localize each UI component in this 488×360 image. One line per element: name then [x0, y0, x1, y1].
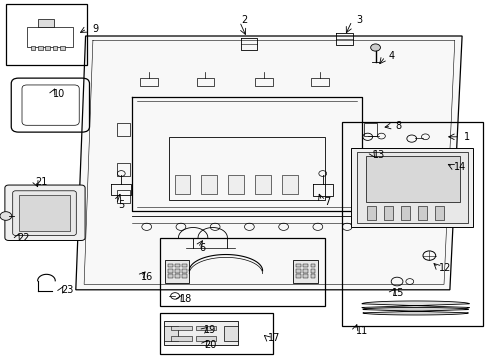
Bar: [163, 321, 238, 345]
Bar: [27, 27, 73, 47]
Bar: [38, 19, 54, 27]
Bar: [38, 46, 42, 50]
Bar: [295, 264, 300, 267]
Bar: [310, 269, 315, 273]
Bar: [195, 336, 216, 341]
Text: 9: 9: [92, 24, 98, 34]
Bar: [182, 269, 187, 273]
Bar: [140, 78, 158, 86]
Bar: [303, 264, 307, 267]
Circle shape: [170, 293, 179, 299]
Bar: [310, 264, 315, 267]
Bar: [383, 206, 392, 220]
Bar: [295, 274, 300, 278]
Text: 21: 21: [35, 177, 48, 187]
Bar: [228, 175, 244, 194]
Circle shape: [370, 44, 380, 51]
Bar: [160, 238, 325, 306]
Text: 7: 7: [324, 197, 330, 207]
Text: 22: 22: [17, 233, 30, 243]
Bar: [19, 195, 70, 231]
Text: 1: 1: [463, 132, 469, 142]
Bar: [310, 274, 315, 278]
Bar: [417, 206, 426, 220]
FancyBboxPatch shape: [5, 185, 85, 240]
Text: 15: 15: [391, 288, 404, 298]
Bar: [31, 46, 35, 50]
Text: 6: 6: [200, 243, 205, 253]
Bar: [163, 326, 178, 341]
Bar: [224, 326, 237, 341]
Text: 12: 12: [438, 263, 450, 273]
Bar: [182, 264, 187, 267]
Polygon shape: [350, 148, 472, 227]
Bar: [303, 274, 307, 278]
Bar: [311, 78, 328, 86]
Bar: [168, 137, 325, 200]
Circle shape: [0, 212, 12, 220]
Bar: [255, 175, 270, 194]
Text: 2: 2: [241, 15, 247, 25]
Text: 3: 3: [356, 15, 362, 25]
Bar: [60, 46, 64, 50]
Bar: [175, 264, 180, 267]
Bar: [356, 152, 468, 223]
Text: 5: 5: [118, 200, 124, 210]
Bar: [365, 156, 459, 202]
Text: 13: 13: [372, 150, 385, 160]
Text: 10: 10: [52, 89, 65, 99]
Text: 11: 11: [355, 326, 367, 336]
Bar: [195, 326, 216, 330]
Bar: [400, 206, 409, 220]
Bar: [295, 269, 300, 273]
Bar: [45, 46, 50, 50]
Bar: [167, 264, 172, 267]
Bar: [174, 175, 190, 194]
Bar: [53, 46, 57, 50]
Bar: [175, 269, 180, 273]
Text: 8: 8: [395, 121, 401, 131]
Bar: [6, 4, 87, 65]
Bar: [171, 326, 191, 330]
Bar: [117, 123, 129, 136]
Bar: [364, 123, 376, 136]
Bar: [364, 190, 376, 203]
Bar: [167, 269, 172, 273]
Bar: [117, 190, 129, 203]
Bar: [171, 336, 191, 341]
FancyBboxPatch shape: [13, 191, 76, 235]
Bar: [434, 206, 443, 220]
Bar: [293, 260, 317, 283]
Text: 14: 14: [452, 162, 465, 172]
Bar: [282, 175, 297, 194]
Text: 23: 23: [61, 285, 74, 295]
Bar: [196, 78, 214, 86]
Bar: [175, 274, 180, 278]
Text: 20: 20: [203, 340, 216, 350]
Bar: [303, 269, 307, 273]
Bar: [165, 260, 188, 283]
Bar: [167, 274, 172, 278]
Text: 18: 18: [179, 294, 192, 304]
Text: 4: 4: [387, 51, 393, 61]
Text: 17: 17: [267, 333, 280, 343]
Bar: [117, 163, 129, 176]
Bar: [255, 78, 272, 86]
Bar: [366, 206, 375, 220]
Polygon shape: [76, 36, 461, 290]
Polygon shape: [362, 307, 468, 315]
Bar: [364, 163, 376, 176]
Polygon shape: [361, 301, 468, 310]
Bar: [201, 175, 217, 194]
Bar: [160, 313, 272, 354]
Text: 16: 16: [140, 272, 153, 282]
Bar: [182, 274, 187, 278]
Text: 19: 19: [203, 325, 216, 336]
Bar: [342, 122, 482, 326]
